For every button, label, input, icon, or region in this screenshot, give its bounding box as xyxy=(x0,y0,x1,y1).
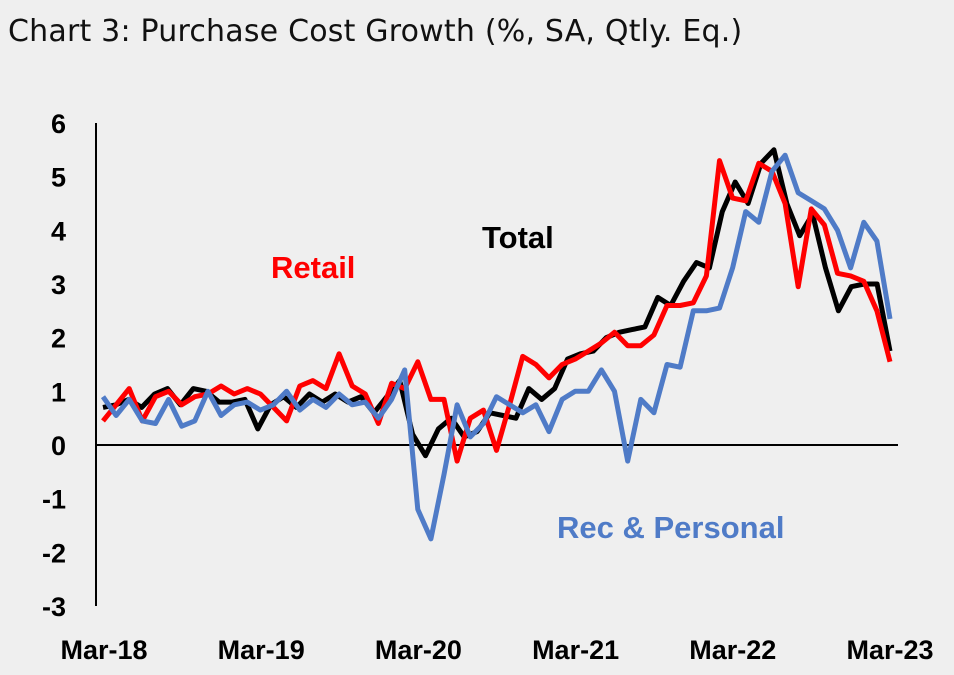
series-labels: Retail Total Rec & Personal xyxy=(271,220,784,545)
series-line-3 xyxy=(100,152,893,542)
y-tick-label: 5 xyxy=(51,163,66,193)
chart-title: Chart 3: Purchase Cost Growth (%, SA, Qt… xyxy=(8,14,743,49)
y-tick-label: 0 xyxy=(51,431,66,461)
y-tick-label: -3 xyxy=(42,592,66,622)
y-axis: 6 5 4 3 2 1 0 -1 -2 -3 xyxy=(42,109,97,622)
y-tick-label: -1 xyxy=(42,485,66,515)
x-axis: Mar-18 Mar-19 Mar-20 Mar-21 Mar-22 Mar-23 xyxy=(60,444,934,665)
series-line-1 xyxy=(102,147,893,459)
y-tick-label: 3 xyxy=(51,270,66,300)
x-tick-label: Mar-22 xyxy=(689,635,776,665)
y-tick-label: 2 xyxy=(51,324,66,354)
x-tick-label: Mar-21 xyxy=(532,635,619,665)
x-tick-label: Mar-23 xyxy=(846,635,933,665)
y-tick-label: 4 xyxy=(51,216,66,246)
series-line-2 xyxy=(101,158,893,464)
series-lines xyxy=(100,147,893,542)
x-tick-label: Mar-19 xyxy=(218,635,305,665)
x-tick-label: Mar-18 xyxy=(60,635,147,665)
y-tick-label: 1 xyxy=(51,377,66,407)
y-tick-label: 6 xyxy=(51,109,66,139)
rec-personal-label: Rec & Personal xyxy=(557,510,784,545)
y-tick-label: -2 xyxy=(42,538,66,568)
total-label: Total xyxy=(482,220,554,255)
retail-label: Retail xyxy=(271,250,355,285)
x-tick-label: Mar-20 xyxy=(375,635,462,665)
